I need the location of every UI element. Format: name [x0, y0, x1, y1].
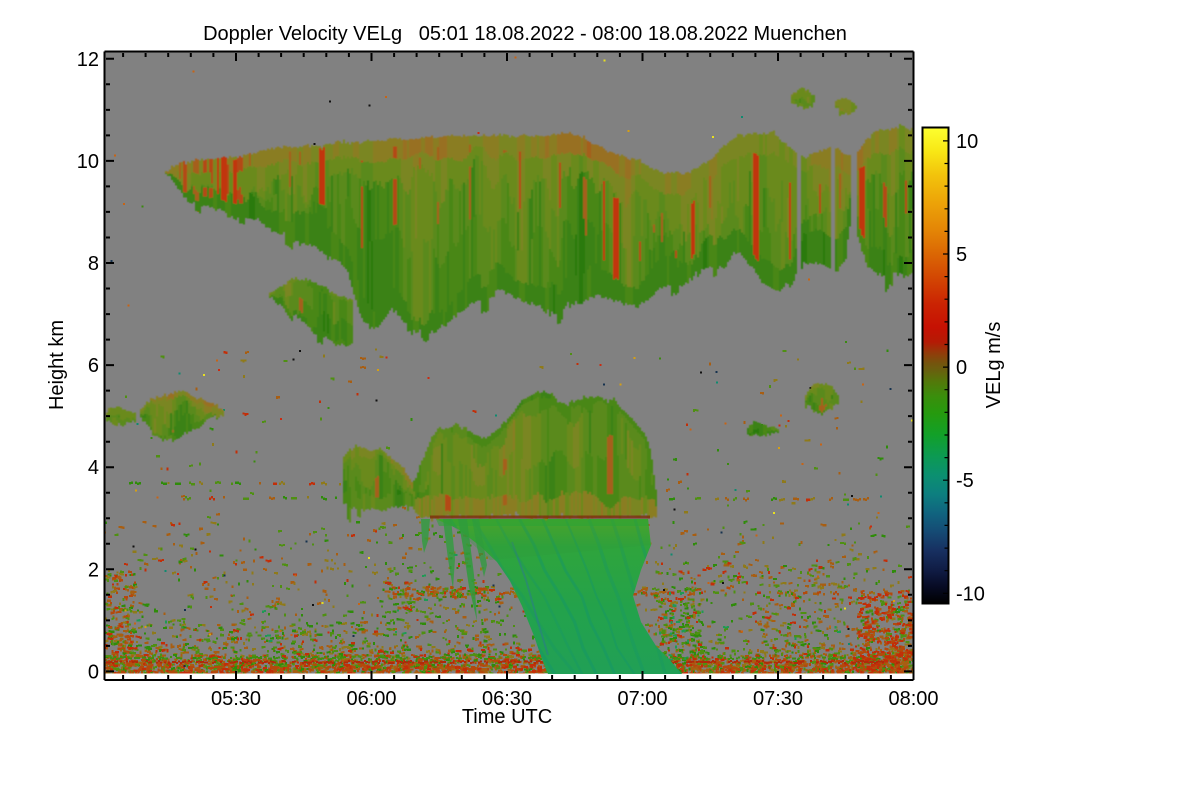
- svg-text:12: 12: [77, 49, 99, 71]
- svg-text:4: 4: [88, 457, 99, 479]
- svg-text:0: 0: [956, 357, 967, 379]
- svg-text:07:00: 07:00: [617, 688, 667, 710]
- svg-text:Height km: Height km: [46, 320, 68, 410]
- svg-text:10: 10: [956, 131, 978, 153]
- svg-text:06:00: 06:00: [346, 688, 396, 710]
- svg-text:6: 6: [88, 355, 99, 377]
- svg-text:-10: -10: [956, 583, 985, 605]
- svg-text:0: 0: [88, 661, 99, 683]
- svg-text:10: 10: [77, 151, 99, 173]
- svg-text:05:30: 05:30: [211, 688, 261, 710]
- svg-text:5: 5: [956, 244, 967, 266]
- svg-text:VELg m/s: VELg m/s: [983, 322, 1005, 409]
- svg-text:06:30: 06:30: [482, 688, 532, 710]
- svg-text:-5: -5: [956, 470, 974, 492]
- svg-text:2: 2: [88, 559, 99, 581]
- svg-text:08:00: 08:00: [888, 688, 938, 710]
- svg-text:Doppler Velocity VELg 05:01: Doppler Velocity VELg 05:01 18.08.2022 -…: [203, 23, 847, 45]
- svg-text:8: 8: [88, 253, 99, 275]
- svg-text:07:30: 07:30: [753, 688, 803, 710]
- svg-text:Time UTC: Time UTC: [462, 706, 552, 728]
